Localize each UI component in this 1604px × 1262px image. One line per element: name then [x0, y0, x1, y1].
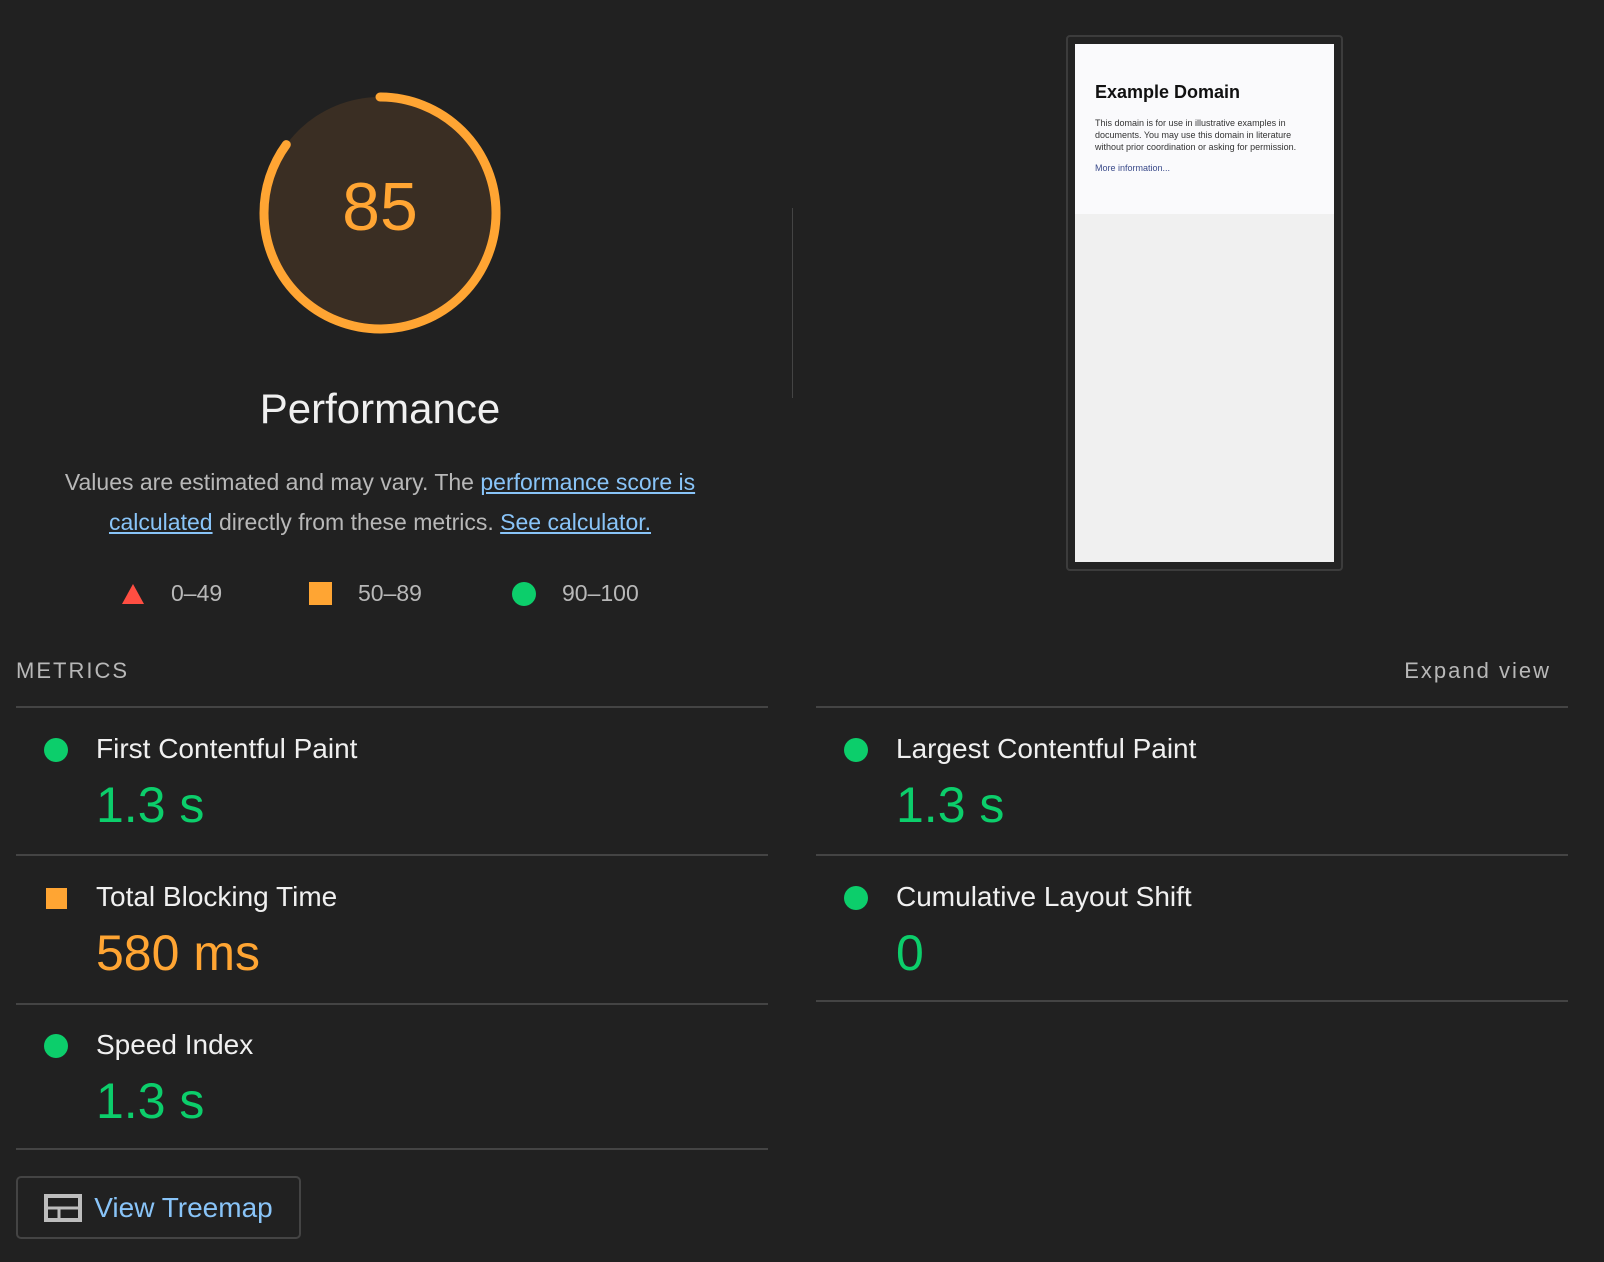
square-icon	[309, 582, 332, 605]
metric-name: Speed Index	[96, 1029, 254, 1060]
divider	[816, 1000, 1568, 1002]
divider	[16, 706, 768, 708]
divider	[16, 1003, 768, 1005]
view-treemap-label: View Treemap	[94, 1191, 273, 1223]
treemap-icon	[44, 1193, 83, 1222]
metric-name: Cumulative Layout Shift	[896, 881, 1192, 912]
divider	[816, 706, 1568, 708]
desc-text: Values are estimated and may vary. The	[64, 469, 481, 495]
metric-value: 0	[896, 925, 924, 981]
pass-circle-icon	[844, 886, 868, 910]
legend-average: 50–89	[309, 580, 422, 607]
category-title: Performance	[259, 385, 501, 432]
divider	[16, 1148, 768, 1150]
metric-name: First Contentful Paint	[96, 733, 358, 764]
legend-fail: 0–49	[121, 580, 222, 607]
desc-text: directly from these metrics.	[212, 509, 501, 535]
metric-value: 1.3 s	[896, 777, 1005, 833]
legend-label: 0–49	[171, 580, 223, 606]
score-description: Values are estimated and may vary. The p…	[20, 462, 740, 542]
see-calculator-link[interactable]: See calculator.	[500, 509, 652, 535]
screenshot-heading: Example Domain	[1095, 82, 1241, 102]
metric-value: 580 ms	[96, 925, 260, 981]
metric-name: Largest Contentful Paint	[896, 733, 1197, 764]
legend-label: 50–89	[358, 580, 422, 606]
screenshot-link: More information...	[1095, 163, 1171, 173]
view-treemap-button[interactable]: View Treemap	[16, 1176, 301, 1239]
screenshot-body: This domain is for use in illustrative e…	[1095, 118, 1297, 152]
triangle-icon	[122, 583, 144, 604]
circle-icon	[512, 581, 536, 606]
score-calculated-link[interactable]: performance score is calculated	[108, 469, 696, 535]
final-screenshot[interactable]: Example Domain This domain is for use in…	[1066, 35, 1343, 571]
average-square-icon	[46, 888, 67, 909]
metric-value: 1.3 s	[96, 1073, 205, 1129]
score-value: 85	[342, 169, 418, 245]
divider	[816, 854, 1568, 856]
legend-pass: 90–100	[512, 580, 639, 607]
pass-circle-icon	[844, 738, 868, 762]
legend-label: 90–100	[562, 580, 639, 606]
metric-name: Total Blocking Time	[96, 881, 338, 912]
expand-view-toggle[interactable]: Expand view	[1404, 658, 1551, 683]
divider	[792, 208, 793, 398]
score-gauge	[259, 92, 501, 334]
pass-circle-icon	[44, 738, 68, 762]
pass-circle-icon	[44, 1034, 68, 1058]
metrics-heading: METRICS	[16, 658, 129, 683]
divider	[16, 854, 768, 856]
metric-value: 1.3 s	[96, 777, 205, 833]
